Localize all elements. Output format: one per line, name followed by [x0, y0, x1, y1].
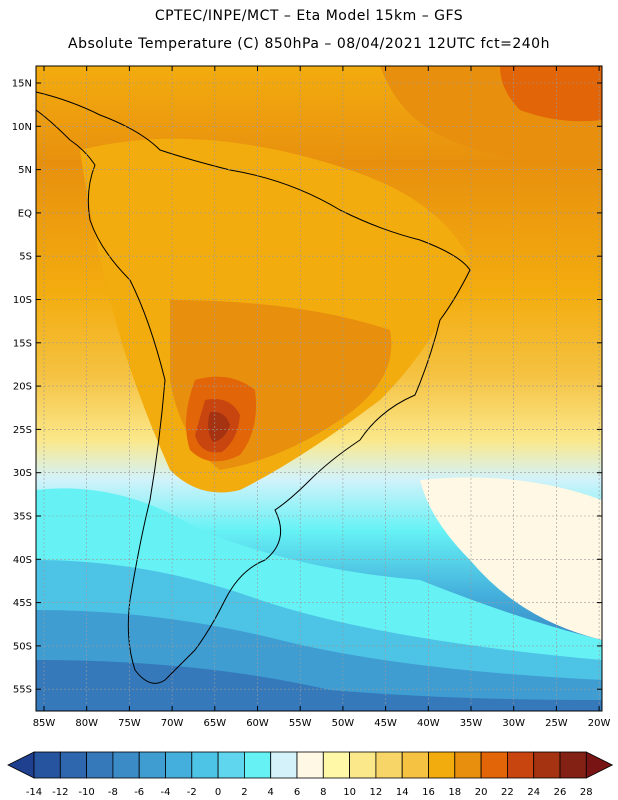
colorbar-label: -12: [52, 787, 68, 798]
colorbar-label: 28: [580, 787, 593, 798]
colorbar-swatch: [506, 751, 535, 779]
colorbar-label: 20: [475, 787, 488, 798]
colorbar-swatch: [296, 751, 324, 779]
longitude-labels: 85W 80W 75W 70W 65W 60W 55W 50W 45W 40W 35W 30W 25W 2…: [33, 718, 611, 729]
lat-label: EQ: [18, 208, 32, 219]
title-line-1: CPTEC/INPE/MCT – Eta Model 15km – GFS: [154, 8, 464, 24]
colorbar-label: 6: [294, 787, 300, 798]
colorbar-label: 8: [320, 787, 326, 798]
lon-label: 30W: [502, 718, 525, 729]
colorbar-label: 16: [422, 787, 435, 798]
colorbar-label: -14: [26, 787, 42, 798]
colorbar-label: -6: [134, 787, 144, 798]
colorbar-label: -2: [187, 787, 197, 798]
graticule: [36, 66, 602, 711]
colorbar-label: 26: [554, 787, 567, 798]
temperature-field: [36, 66, 602, 711]
colorbar-arrow-low: [7, 751, 35, 779]
colorbar-label: -10: [78, 787, 94, 798]
colorbar-label: -8: [108, 787, 118, 798]
lon-label: 60W: [246, 718, 269, 729]
lat-label: 5S: [19, 252, 32, 263]
colorbar-swatch: [243, 751, 272, 779]
lon-label: 70W: [161, 718, 184, 729]
lon-label: 45W: [374, 718, 397, 729]
lat-label: 20S: [13, 382, 32, 393]
map-frame: [35, 65, 603, 712]
lon-label: 65W: [203, 718, 226, 729]
lat-label: 10N: [12, 122, 32, 133]
colorbar-labels: -14 -12 -10 -8 -6 -4 -2 0 2 4 6 8 10 12 14 16 18 20 22 24 26…: [26, 787, 593, 798]
title-line-2: Absolute Temperature (C) 850hPa – 08/04/…: [68, 36, 550, 52]
latitude-labels: 15N 10N 5N EQ 5S 10S 15S 20S 25S 30S 35S 40S 45S 50S 5…: [12, 79, 32, 696]
lon-label: 85W: [33, 718, 56, 729]
colorbar-swatch: [191, 751, 219, 779]
colorbar-label: 2: [241, 787, 247, 798]
colorbar-swatch: [454, 751, 482, 779]
lat-label: 40S: [13, 555, 32, 566]
lon-label: 25W: [545, 718, 568, 729]
lon-label: 20W: [588, 718, 611, 729]
lat-label: 35S: [13, 512, 32, 523]
lat-label: 5N: [18, 165, 32, 176]
colorbar-swatch: [401, 751, 429, 779]
colorbar-label: 10: [343, 787, 356, 798]
lon-label: 40W: [417, 718, 440, 729]
lat-label: 50S: [13, 641, 32, 652]
lat-label: 15S: [13, 338, 32, 349]
colorbar-label: -4: [161, 787, 171, 798]
lat-label: 45S: [13, 598, 32, 609]
colorbar-swatch: [559, 751, 587, 779]
lat-label: 30S: [13, 468, 32, 479]
lon-label: 50W: [332, 718, 355, 729]
colorbar-swatch: [270, 751, 298, 779]
colorbar-swatch: [375, 751, 403, 779]
axis-ticks: [36, 66, 602, 711]
colorbar-swatch: [428, 751, 456, 779]
colorbar-swatch: [59, 751, 87, 779]
colorbar-label: 18: [448, 787, 461, 798]
colorbar-label: 4: [268, 787, 274, 798]
colorbar-swatch: [533, 751, 561, 779]
colorbar-label: 22: [501, 787, 514, 798]
lon-label: 35W: [460, 718, 483, 729]
colorbar-swatch: [86, 751, 114, 779]
colorbar: [7, 751, 614, 779]
colorbar-swatch: [480, 751, 508, 779]
lat-label: 25S: [13, 425, 32, 436]
colorbar-swatch: [217, 751, 245, 779]
lon-label: 80W: [75, 718, 98, 729]
lat-label: 15N: [12, 79, 32, 90]
colorbar-swatch: [349, 751, 377, 779]
coastlines: [35, 91, 471, 684]
lon-label: 55W: [289, 718, 312, 729]
colorbar-label: 14: [396, 787, 409, 798]
colorbar-swatch: [322, 751, 350, 779]
colorbar-swatch: [138, 751, 166, 779]
lon-label: 75W: [118, 718, 141, 729]
colorbar-arrow-high: [585, 751, 614, 779]
colorbar-swatch: [165, 751, 193, 779]
colorbar-label: 12: [370, 787, 383, 798]
colorbar-label: 24: [527, 787, 540, 798]
colorbar-swatch: [112, 751, 140, 779]
colorbar-swatch: [33, 751, 61, 779]
colorbar-label: 0: [215, 787, 221, 798]
lat-label: 10S: [13, 295, 32, 306]
lat-label: 55S: [13, 685, 32, 696]
